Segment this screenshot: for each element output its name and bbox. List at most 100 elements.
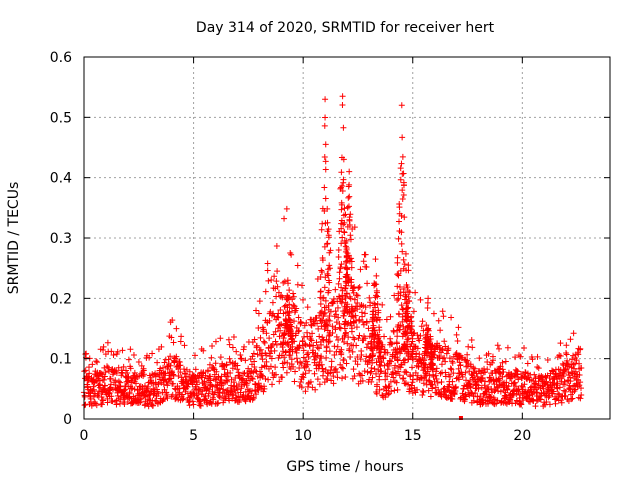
data-point: [102, 369, 109, 376]
data-point: [315, 325, 322, 332]
data-point: [323, 240, 330, 247]
data-point: [286, 309, 293, 316]
data-point: [181, 342, 188, 349]
data-point: [331, 352, 338, 359]
data-point: [286, 321, 293, 328]
data-point: [338, 225, 345, 232]
data-point: [446, 381, 453, 388]
data-point: [424, 368, 431, 375]
data-point: [178, 333, 185, 340]
data-point: [173, 325, 180, 332]
data-point: [564, 357, 571, 364]
data-point: [263, 352, 270, 359]
data-point: [325, 266, 332, 273]
data-point: [283, 369, 290, 376]
data-point: [252, 391, 259, 398]
data-point: [128, 379, 135, 386]
data-point: [425, 387, 432, 394]
data-point: [291, 318, 298, 325]
data-point: [127, 365, 134, 372]
data-point: [210, 396, 217, 403]
data-point: [420, 389, 427, 396]
data-point: [376, 337, 383, 344]
data-point: [230, 334, 237, 341]
data-point: [449, 359, 456, 366]
data-point: [157, 365, 164, 372]
data-point: [401, 341, 408, 348]
data-point: [321, 207, 328, 214]
data-point: [372, 281, 379, 288]
data-point: [531, 371, 538, 378]
data-point: [296, 327, 303, 334]
data-point: [368, 338, 375, 345]
data-point: [302, 370, 309, 377]
data-point: [224, 378, 231, 385]
data-point: [341, 325, 348, 332]
data-point: [349, 348, 356, 355]
data-point: [293, 349, 300, 356]
data-point: [402, 325, 409, 332]
data-point: [465, 343, 472, 350]
data-point: [145, 383, 152, 390]
data-point: [485, 350, 492, 357]
data-point: [563, 349, 570, 356]
data-point: [240, 370, 247, 377]
data-point: [394, 357, 401, 364]
data-point: [379, 341, 386, 348]
data-point: [312, 386, 319, 393]
data-point: [280, 348, 287, 355]
data-point: [476, 355, 483, 362]
data-point: [137, 399, 144, 406]
data-point: [384, 349, 391, 356]
data-point: [425, 377, 432, 384]
data-point: [414, 345, 421, 352]
data-point: [464, 351, 471, 358]
data-point: [363, 344, 370, 351]
data-point: [334, 343, 341, 350]
data-point: [180, 395, 187, 402]
data-point: [496, 377, 503, 384]
data-point: [310, 342, 317, 349]
data-point: [494, 397, 501, 404]
y-tick-label: 0: [63, 412, 72, 428]
x-axis-label: GPS time / hours: [286, 459, 403, 475]
data-point: [396, 204, 403, 211]
data-point: [440, 313, 447, 320]
data-point: [242, 357, 249, 364]
data-point: [272, 364, 279, 371]
data-point: [439, 308, 446, 315]
data-point: [350, 319, 357, 326]
data-point: [493, 400, 500, 407]
data-point: [544, 356, 551, 363]
data-point: [281, 303, 288, 310]
data-point: [257, 368, 263, 375]
data-point: [340, 156, 347, 163]
data-point: [355, 335, 362, 342]
data-point: [107, 381, 114, 388]
data-point: [469, 344, 476, 351]
data-point: [114, 392, 121, 399]
data-point: [97, 384, 104, 391]
data-point: [406, 298, 413, 305]
data-point: [340, 221, 347, 228]
data-point: [326, 317, 333, 324]
data-point: [545, 394, 552, 401]
data-point: [351, 284, 358, 290]
data-point: [297, 379, 304, 386]
data-point: [93, 358, 100, 365]
data-point: [419, 318, 426, 325]
data-point: [496, 369, 503, 376]
data-point: [336, 324, 343, 331]
data-point: [467, 378, 474, 385]
data-point: [459, 373, 466, 380]
data-point: [448, 314, 455, 321]
data-point: [427, 393, 434, 400]
data-point: [412, 289, 419, 296]
data-point: [409, 346, 416, 353]
data-point: [334, 374, 341, 381]
data-point: [577, 345, 584, 352]
data-point: [400, 256, 407, 263]
data-point: [555, 390, 562, 397]
data-point: [446, 355, 453, 362]
data-point: [435, 317, 442, 324]
